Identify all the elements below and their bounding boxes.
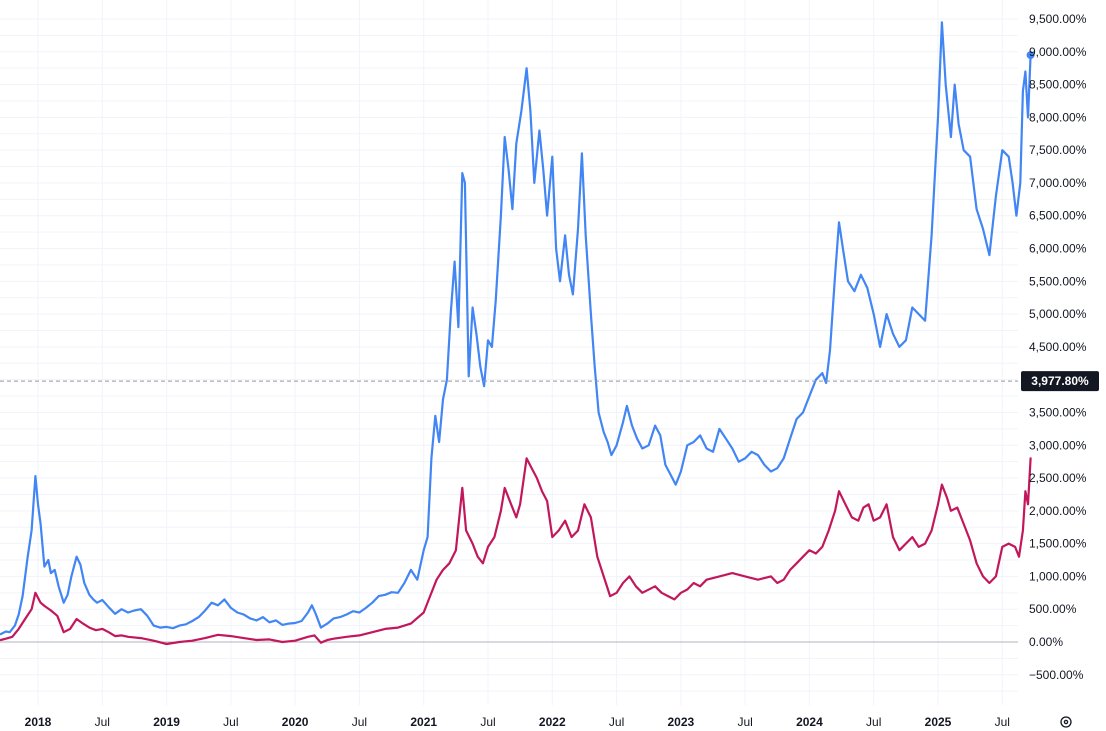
y-tick-label: 1,000.00%	[1029, 569, 1087, 583]
x-tick-label: Jul	[609, 715, 624, 729]
x-tick-label: Jul	[352, 715, 367, 729]
x-tick-label: Jul	[95, 715, 110, 729]
y-tick-label: 2,000.00%	[1029, 504, 1087, 518]
crosshair-value: 3,977.80%	[1031, 374, 1089, 388]
crosshair: 3,977.80%	[0, 371, 1099, 392]
series-lines	[0, 21, 1035, 646]
series-1-last-point	[1026, 51, 1035, 60]
y-tick-label: 7,500.00%	[1029, 143, 1087, 157]
y-tick-label: 8,000.00%	[1029, 110, 1087, 124]
x-tick-label: Jul	[737, 715, 752, 729]
y-tick-label: 2,500.00%	[1029, 471, 1087, 485]
x-tick-label: Jul	[995, 715, 1010, 729]
y-tick-label: 6,000.00%	[1029, 242, 1087, 256]
x-tick-label: Jul	[480, 715, 495, 729]
y-tick-label: 500.00%	[1029, 602, 1077, 616]
settings-button[interactable]	[1060, 716, 1072, 728]
gear-icon	[1060, 716, 1072, 728]
y-tick-label: 3,000.00%	[1029, 438, 1087, 452]
x-axis: 2018 Jul 2019 Jul 2020 Jul 2021 Jul 2022 Jul 2023 J…	[25, 715, 1010, 729]
x-tick-label: 2024	[796, 715, 823, 729]
crosshair-badge	[1021, 371, 1099, 392]
x-tick-label: 2025	[925, 715, 952, 729]
y-tick-label: 5,500.00%	[1029, 274, 1087, 288]
y-tick-label: 7,000.00%	[1029, 176, 1087, 190]
y-tick-label: 6,500.00%	[1029, 209, 1087, 223]
y-axis: 9,500.00% 9,000.00% 8,500.00% 8,000.00% 7,50…	[1029, 12, 1087, 682]
x-tick-label: 2019	[153, 715, 180, 729]
y-tick-label: 9,000.00%	[1029, 45, 1087, 59]
x-tick-label: Jul	[223, 715, 238, 729]
x-tick-label: Jul	[866, 715, 881, 729]
y-tick-label: 9,500.00%	[1029, 12, 1087, 26]
y-tick-label: 1,500.00%	[1029, 537, 1087, 551]
y-tick-label: 0.00%	[1029, 635, 1063, 649]
x-tick-label: 2020	[282, 715, 309, 729]
x-tick-label: 2023	[668, 715, 695, 729]
y-tick-label: 4,500.00%	[1029, 340, 1087, 354]
y-tick-label: 5,000.00%	[1029, 307, 1087, 321]
y-tick-label: 8,500.00%	[1029, 78, 1087, 92]
grid	[0, 0, 1018, 705]
x-tick-label: 2022	[539, 715, 566, 729]
x-tick-label: 2021	[410, 715, 437, 729]
x-tick-label: 2018	[25, 715, 52, 729]
y-tick-label: −500.00%	[1029, 668, 1084, 682]
series-line-1	[0, 21, 1032, 636]
series-line-2	[0, 457, 1032, 646]
y-tick-label: 3,500.00%	[1029, 405, 1087, 419]
